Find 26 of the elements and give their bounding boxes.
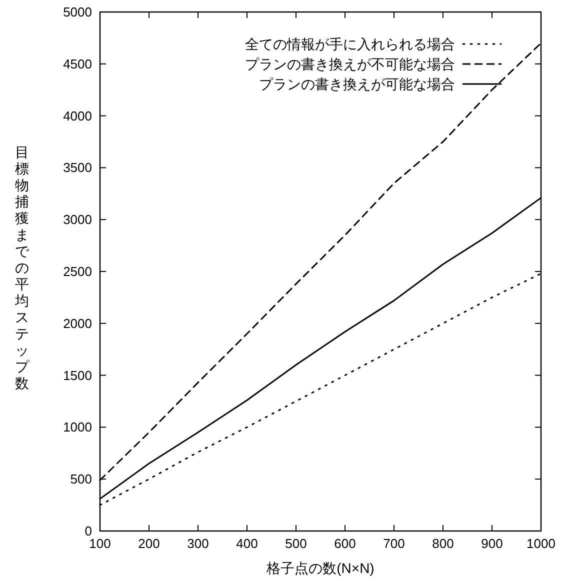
- text: 目標物捕獲までの平均ステップ数: [15, 144, 29, 391]
- y-tick-label: 5000: [63, 4, 92, 20]
- y-tick-label: 0: [84, 524, 92, 538]
- x-tick-label: 900: [481, 536, 503, 551]
- x-tick-label: 800: [432, 536, 454, 551]
- x-tick-label: 300: [187, 536, 209, 551]
- y-tick-label: 3500: [63, 160, 92, 176]
- legend-label: 全ての情報が手に入れられる場合: [245, 36, 455, 52]
- x-tick-label: 500: [285, 536, 307, 551]
- y-tick-label: 4500: [63, 56, 92, 72]
- x-tick-label: 200: [138, 536, 160, 551]
- x-tick-label: 1000: [526, 536, 556, 551]
- y-tick-label: 2000: [63, 316, 92, 331]
- legend-label: プランの書き換えが不可能な場合: [245, 56, 455, 72]
- y-tick-label: 3000: [63, 212, 92, 228]
- x-tick-label: 100: [89, 536, 111, 551]
- legend-label: プランの書き換えが可能な場合: [259, 76, 455, 92]
- y-tick-label: 1500: [63, 368, 92, 383]
- x-tick-label: 600: [334, 536, 356, 551]
- y-tick-label: 500: [70, 472, 92, 487]
- x-tick-label: 400: [236, 536, 258, 551]
- x-axis-title: 格子点の数(N×N): [266, 560, 374, 576]
- y-tick-label: 2500: [63, 264, 92, 279]
- y-tick-label: 4000: [63, 108, 92, 124]
- x-tick-label: 700: [383, 536, 405, 551]
- y-tick-label: 1000: [63, 420, 92, 435]
